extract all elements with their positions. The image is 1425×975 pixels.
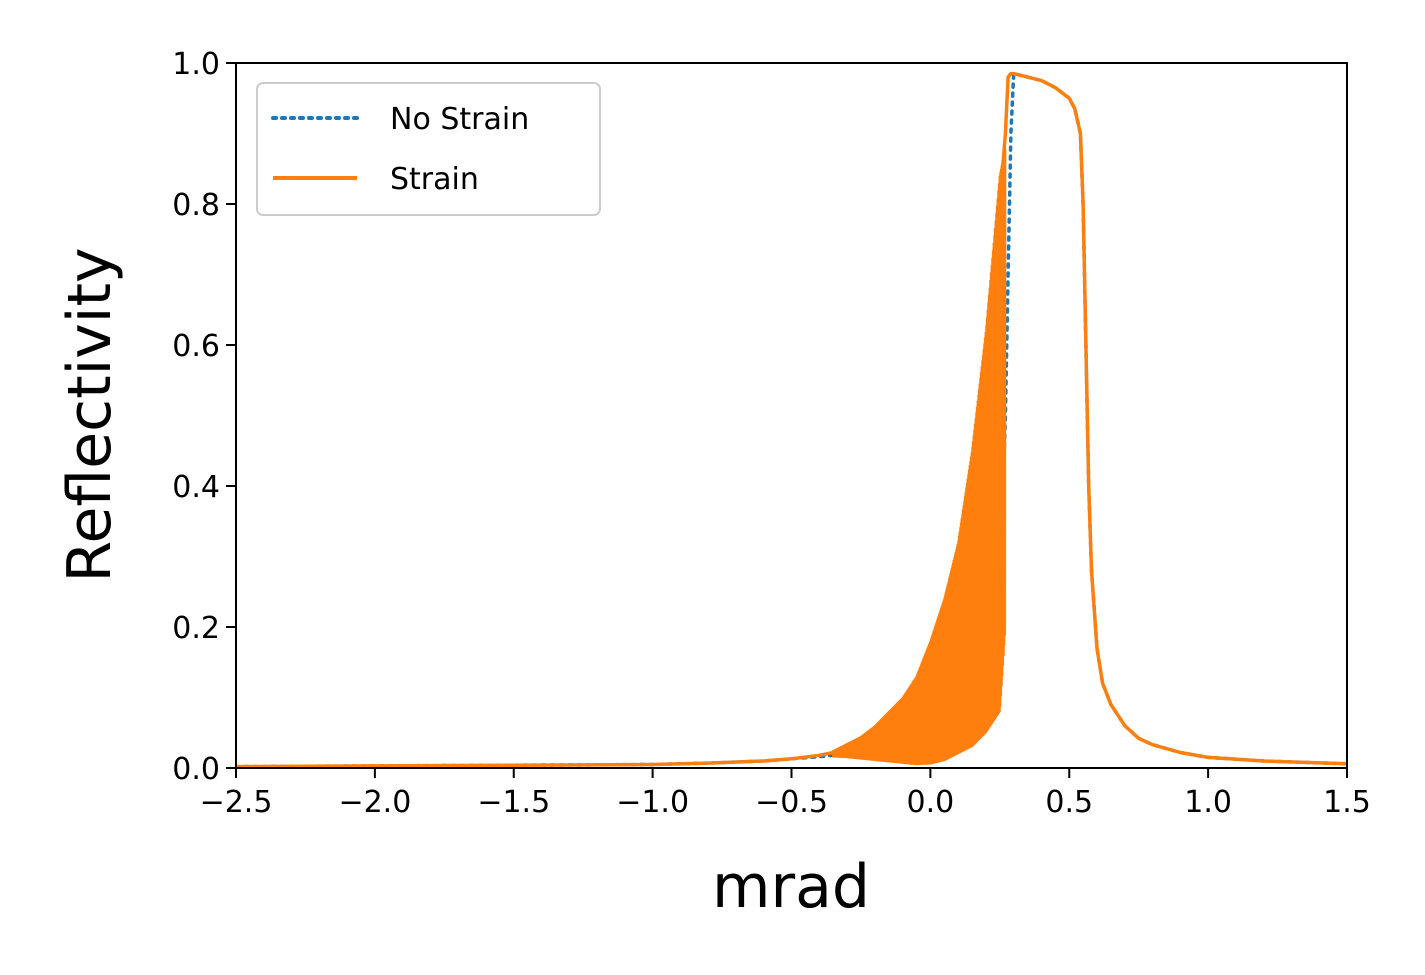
y-tick-label: 0.6 <box>172 329 220 364</box>
x-tick-label: 1.5 <box>1323 785 1371 820</box>
x-tick-label: −2.5 <box>200 785 273 820</box>
series-line-strain <box>236 71 1347 768</box>
x-tick-label: −0.5 <box>755 785 828 820</box>
x-tick-label: 0.0 <box>907 785 955 820</box>
legend-label-strain: Strain <box>390 162 479 197</box>
legend-label-no-strain: No Strain <box>390 102 529 137</box>
y-tick-label: 0.8 <box>172 188 220 223</box>
x-tick-label: −1.0 <box>616 785 689 820</box>
x-axis: −2.5 −2.0 −1.5 −1.0 −0.5 0.0 0.5 1.0 1.5 <box>200 768 1371 820</box>
x-axis-label: mrad <box>712 852 870 922</box>
x-tick-label: 1.0 <box>1184 785 1232 820</box>
y-axis: 0.0 0.2 0.4 0.6 0.8 1.0 <box>172 47 236 787</box>
legend-box <box>256 82 601 216</box>
series-layer <box>236 71 1347 768</box>
y-tick-label: 0.2 <box>172 611 220 646</box>
y-axis-label: Reflectivity <box>55 247 125 582</box>
legend: No Strain Strain <box>256 82 601 216</box>
y-tick-label: 0.0 <box>172 752 220 787</box>
x-tick-label: −1.5 <box>477 785 550 820</box>
series-oscillation-strain <box>831 148 1007 766</box>
x-tick-label: −2.0 <box>338 785 411 820</box>
y-tick-label: 1.0 <box>172 47 220 82</box>
x-tick-label: 0.5 <box>1045 785 1093 820</box>
y-tick-label: 0.4 <box>172 470 220 505</box>
